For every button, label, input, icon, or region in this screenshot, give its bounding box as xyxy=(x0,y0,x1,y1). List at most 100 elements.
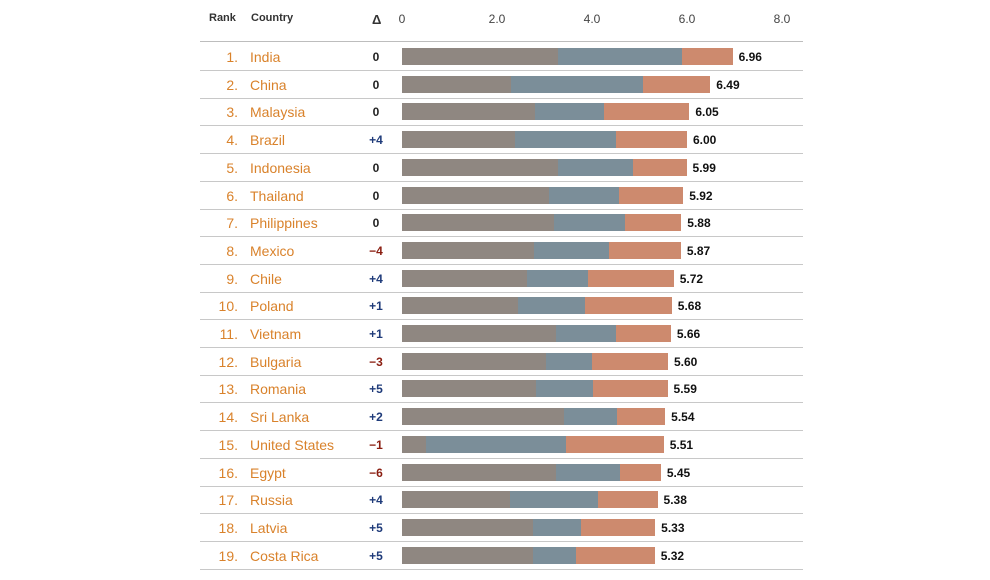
ranking-row: 9. Chile +4 5.72 xyxy=(200,265,803,293)
x-tick-label: 0 xyxy=(398,12,406,26)
bar-segment-1 xyxy=(402,158,558,176)
total-value-label: 5.33 xyxy=(661,520,685,535)
bar-segment-3 xyxy=(593,380,668,398)
bar-segment-2 xyxy=(511,75,643,93)
delta-label: +4 xyxy=(369,133,383,148)
ranking-row: 5. Indonesia 0 5.99 xyxy=(200,154,803,182)
bar-segment-2 xyxy=(515,131,617,149)
total-value-label: 5.51 xyxy=(669,437,694,452)
bar-segment-1 xyxy=(402,380,537,398)
ranking-row: 10. Poland +1 5.68 xyxy=(200,292,803,321)
ranking-row: 15. United States −1 5.51 xyxy=(200,431,803,459)
bar-segment-3 xyxy=(584,297,672,315)
country-label: Bulgaria xyxy=(250,353,302,370)
rank-label: 19. xyxy=(218,547,238,564)
delta-label: 0 xyxy=(372,50,380,64)
bar-segment-3 xyxy=(581,518,656,536)
country-label: China xyxy=(250,76,287,93)
rank-label: 13. xyxy=(218,381,238,398)
ranking-row: 6. Thailand 0 5.92 xyxy=(200,182,803,210)
bar-segment-3 xyxy=(576,546,655,564)
delta-label: +1 xyxy=(369,299,383,314)
total-value-label: 5.72 xyxy=(679,271,704,286)
total-value-label: 5.87 xyxy=(686,243,711,258)
bar-segment-2 xyxy=(564,408,617,426)
country-label: Chile xyxy=(250,270,282,287)
rank-label: 7. xyxy=(226,215,238,232)
country-label: Costa Rica xyxy=(250,547,319,564)
delta-label: 0 xyxy=(372,105,380,120)
total-value-label: 5.60 xyxy=(674,354,698,369)
bar-segment-2 xyxy=(532,546,577,564)
ranking-row: 14. Sri Lanka +2 5.54 xyxy=(200,403,803,432)
x-tick-label: 2.0 xyxy=(488,12,506,26)
bar-segment-1 xyxy=(402,435,426,453)
country-label: Vietnam xyxy=(250,326,302,342)
rank-label: 5. xyxy=(226,159,238,176)
x-tick-label: 8.0 xyxy=(773,12,791,26)
delta-label: +5 xyxy=(369,548,383,563)
rank-label: 14. xyxy=(218,409,238,426)
bar-segment-1 xyxy=(402,131,516,149)
bar-segment-3 xyxy=(642,75,711,93)
bar-segment-3 xyxy=(603,103,690,121)
delta-header: Δ xyxy=(372,12,382,27)
bar-segment-2 xyxy=(518,297,585,315)
header-divider xyxy=(200,41,803,42)
rank-label: 3. xyxy=(226,104,238,121)
delta-label: 0 xyxy=(372,188,380,203)
bar-segment-1 xyxy=(402,214,554,232)
delta-label: +5 xyxy=(369,520,383,535)
delta-label: −3 xyxy=(369,354,383,369)
delta-label: +5 xyxy=(369,382,383,397)
ranking-row: 16. Egypt −6 5.45 xyxy=(200,459,803,487)
bar-segment-1 xyxy=(402,408,565,426)
country-label: Mexico xyxy=(250,242,295,259)
bar-segment-1 xyxy=(402,518,533,536)
bar-segment-1 xyxy=(402,269,527,287)
country-label: Sri Lanka xyxy=(250,409,310,426)
bar-segment-2 xyxy=(534,241,609,259)
bar-segment-2 xyxy=(526,269,589,287)
ranking-row: 7. Philippines 0 5.88 xyxy=(200,209,803,238)
bar-segment-2 xyxy=(425,435,567,453)
bar-segment-3 xyxy=(616,131,687,149)
delta-label: −6 xyxy=(369,465,383,480)
bar-segment-1 xyxy=(402,103,535,121)
country-label: India xyxy=(250,49,281,65)
bar-segment-1 xyxy=(402,241,535,259)
country-label: Egypt xyxy=(250,464,286,481)
bar-segment-3 xyxy=(616,325,671,342)
total-value-label: 6.05 xyxy=(695,105,719,120)
delta-label: 0 xyxy=(372,216,380,231)
bar-segment-2 xyxy=(557,48,683,65)
bar-segment-3 xyxy=(588,269,674,287)
country-header: Country xyxy=(251,12,294,24)
bar-segment-2 xyxy=(549,186,620,204)
bar-segment-3 xyxy=(619,463,661,481)
bar-segment-3 xyxy=(566,435,664,453)
total-value-label: 6.49 xyxy=(716,77,740,92)
bar-segment-2 xyxy=(532,518,582,536)
ranking-row: 1. India 0 6.96 xyxy=(200,43,803,71)
country-label: Philippines xyxy=(250,215,318,232)
rank-label: 1. xyxy=(226,49,238,65)
rank-label: 4. xyxy=(226,132,238,149)
delta-label: +2 xyxy=(369,410,383,425)
ranking-row: 11. Vietnam +1 5.66 xyxy=(200,320,803,348)
rank-label: 11. xyxy=(219,326,238,342)
country-label: Thailand xyxy=(250,187,304,204)
bar-segment-2 xyxy=(546,352,593,370)
total-value-label: 5.68 xyxy=(677,299,702,314)
ranking-row: 4. Brazil +4 6.00 xyxy=(200,126,803,155)
rank-label: 9. xyxy=(226,270,238,287)
bar-segment-2 xyxy=(555,463,620,481)
country-label: Malaysia xyxy=(250,104,306,121)
rank-label: 15. xyxy=(218,436,238,453)
bar-segment-1 xyxy=(402,352,547,370)
bar-segment-3 xyxy=(597,491,658,509)
bar-segment-3 xyxy=(619,186,684,204)
bar-segment-3 xyxy=(608,241,681,259)
ranking-row: 13. Romania +5 5.59 xyxy=(200,375,803,404)
